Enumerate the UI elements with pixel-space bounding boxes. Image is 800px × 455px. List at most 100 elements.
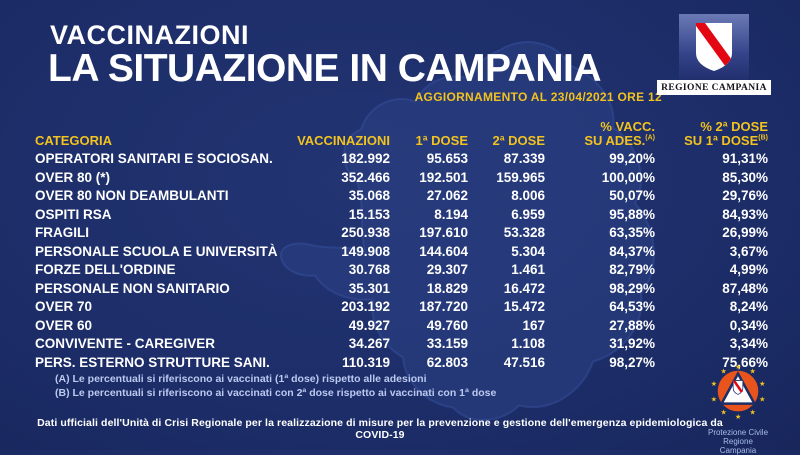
cell-dose2: 47.516 <box>503 354 545 370</box>
cell-vaccinazioni: 35.068 <box>348 188 390 203</box>
cell-p2dose: 75,66% <box>722 354 768 370</box>
cell-dose1: 18.829 <box>426 280 468 296</box>
table-row: OPERATORI SANITARI E SOCIOSAN. 182.992 9… <box>35 150 768 169</box>
star-icon: ★ <box>720 368 726 376</box>
footnote-marker-a: (A) <box>645 134 655 142</box>
cell-categoria: FRAGILI <box>35 225 89 240</box>
cell-vaccinazioni: 34.267 <box>348 336 390 351</box>
protezione-civile-logo: ★ ★ ★ ★ ★ ★ ★ ★ ★ ★ Protezione Civile Re… <box>706 363 770 455</box>
col-header-dose1: 1ª DOSE <box>415 133 469 148</box>
cell-categoria: FORZE DELL'ORDINE <box>35 262 176 277</box>
vaccination-table: CATEGORIA VACCINAZIONI 1ª DOSE 2ª DOSE %… <box>35 112 768 372</box>
table-row: OVER 60 49.927 49.760 167 27,88% 0,34% <box>35 317 768 336</box>
update-timestamp: AGGIORNAMENTO AL 23/04/2021 ORE 12 <box>414 90 662 104</box>
table-row: CONVIVENTE - CAREGIVER 34.267 33.159 1.1… <box>35 335 768 354</box>
cell-pvacc: 98,27% <box>609 354 655 370</box>
cell-dose2: 1.461 <box>511 262 545 277</box>
regione-campania-label: REGIONE CAMPANIA <box>657 80 771 95</box>
cell-vaccinazioni: 110.319 <box>341 354 390 370</box>
table-body: OPERATORI SANITARI E SOCIOSAN. 182.992 9… <box>35 150 768 372</box>
cell-categoria: OVER 60 <box>35 317 93 333</box>
cell-dose2: 87.339 <box>503 151 545 166</box>
star-icon: ★ <box>749 368 755 376</box>
regione-campania-logo: REGIONE CAMPANIA <box>657 14 771 95</box>
cell-pvacc: 82,79% <box>609 262 655 277</box>
cell-categoria: OVER 80 NON DEAMBULANTI <box>35 188 229 203</box>
cell-pvacc: 63,35% <box>609 225 655 240</box>
cell-vaccinazioni: 49.927 <box>348 317 390 333</box>
logo-gradient-panel <box>679 14 749 80</box>
col-header-dose2: 2ª DOSE <box>492 133 546 148</box>
col-header-pvacc-line2: SU ADES. <box>584 133 646 148</box>
cell-categoria: CONVIVENTE - CAREGIVER <box>35 336 216 351</box>
cell-dose1: 187.720 <box>419 299 468 314</box>
table-row: OVER 80 (*) 352.466 192.501 159.965 100,… <box>35 169 768 188</box>
cell-dose1: 62.803 <box>426 354 468 370</box>
page-title-line2: LA SITUAZIONE IN CAMPANIA <box>48 47 601 90</box>
cell-pvacc: 27,88% <box>609 317 655 333</box>
protezione-civile-label: Protezione Civile Regione Campania <box>706 428 770 455</box>
cell-p2dose: 8,24% <box>729 299 768 314</box>
table-row: PERSONALE SCUOLA E UNIVERSITÀ 149.908 14… <box>35 243 768 262</box>
cell-p2dose: 87,48% <box>722 280 768 296</box>
cell-vaccinazioni: 203.192 <box>341 299 390 314</box>
cell-dose1: 29.307 <box>426 262 468 277</box>
table-row: OVER 70 203.192 187.720 15.472 64,53% 8,… <box>35 298 768 317</box>
footnote-a: (A) Le percentuali si riferiscono ai vac… <box>55 373 427 385</box>
cell-categoria: OPERATORI SANITARI E SOCIOSAN. <box>35 151 273 166</box>
cell-p2dose: 91,31% <box>722 151 768 166</box>
protezione-civile-icon: ★ ★ ★ ★ ★ ★ ★ ★ ★ ★ <box>711 363 765 421</box>
table-row: OSPITI RSA 15.153 8.194 6.959 95,88% 84,… <box>35 206 768 225</box>
cell-p2dose: 0,34% <box>729 317 768 333</box>
cell-dose2: 159.965 <box>496 169 545 185</box>
cell-pvacc: 95,88% <box>609 206 655 222</box>
table-row: OVER 80 NON DEAMBULANTI 35.068 27.062 8.… <box>35 187 768 206</box>
mini-shield-icon <box>732 380 744 395</box>
pc-label-line2: Regione Campania <box>719 437 757 455</box>
cell-dose1: 192.501 <box>419 169 468 185</box>
cell-p2dose: 4,99% <box>729 262 768 277</box>
table-row: FORZE DELL'ORDINE 30.768 29.307 1.461 82… <box>35 261 768 280</box>
cell-pvacc: 98,29% <box>609 280 655 296</box>
col-header-vaccinazioni: VACCINAZIONI <box>297 133 390 148</box>
cell-vaccinazioni: 15.153 <box>348 206 390 222</box>
page-title-line1: VACCINAZIONI <box>50 20 249 50</box>
col-header-p2dose: % 2ª DOSE SU 1ª DOSE(B) <box>655 120 768 148</box>
star-icon: ★ <box>759 380 765 388</box>
cell-dose1: 33.159 <box>426 336 468 351</box>
cell-dose2: 15.472 <box>503 299 545 314</box>
cell-pvacc: 99,20% <box>609 151 655 166</box>
cell-pvacc: 84,37% <box>609 243 655 259</box>
col-header-pvacc: % VACC. SU ADES.(A) <box>545 120 655 148</box>
cell-dose2: 8.006 <box>511 188 545 203</box>
cell-dose1: 27.062 <box>426 188 468 203</box>
cell-categoria: PERS. ESTERNO STRUTTURE SANI. <box>35 354 270 370</box>
table-row: PERS. ESTERNO STRUTTURE SANI. 110.319 62… <box>35 354 768 373</box>
cell-categoria: OVER 80 (*) <box>35 169 111 185</box>
cell-dose2: 5.304 <box>511 243 545 259</box>
footnotes: (A) Le percentuali si riferiscono ai vac… <box>55 372 496 400</box>
cell-vaccinazioni: 149.908 <box>341 243 390 259</box>
cell-dose2: 53.328 <box>503 225 545 240</box>
cell-dose1: 49.760 <box>426 317 468 333</box>
star-icon: ★ <box>735 364 741 371</box>
cell-vaccinazioni: 35.301 <box>348 280 390 296</box>
cell-categoria: PERSONALE NON SANITARIO <box>35 280 230 296</box>
cell-dose2: 16.472 <box>503 280 545 296</box>
star-icon: ★ <box>711 396 717 404</box>
cell-dose1: 197.610 <box>419 225 468 240</box>
star-icon: ★ <box>749 408 755 416</box>
cell-p2dose: 3,34% <box>729 336 768 351</box>
col-header-p2dose-line2: SU 1ª DOSE <box>684 133 759 148</box>
cell-pvacc: 31,92% <box>609 336 655 351</box>
star-icon: ★ <box>711 380 717 388</box>
cell-dose2: 6.959 <box>511 206 545 222</box>
table-row: FRAGILI 250.938 197.610 53.328 63,35% 26… <box>35 224 768 243</box>
cell-vaccinazioni: 182.992 <box>341 151 390 166</box>
table-header-row: CATEGORIA VACCINAZIONI 1ª DOSE 2ª DOSE %… <box>35 112 768 148</box>
cell-categoria: PERSONALE SCUOLA E UNIVERSITÀ <box>35 243 278 259</box>
cell-p2dose: 26,99% <box>722 225 768 240</box>
cell-categoria: OSPITI RSA <box>35 206 112 222</box>
cell-dose1: 95.653 <box>426 151 468 166</box>
cell-vaccinazioni: 250.938 <box>341 225 390 240</box>
